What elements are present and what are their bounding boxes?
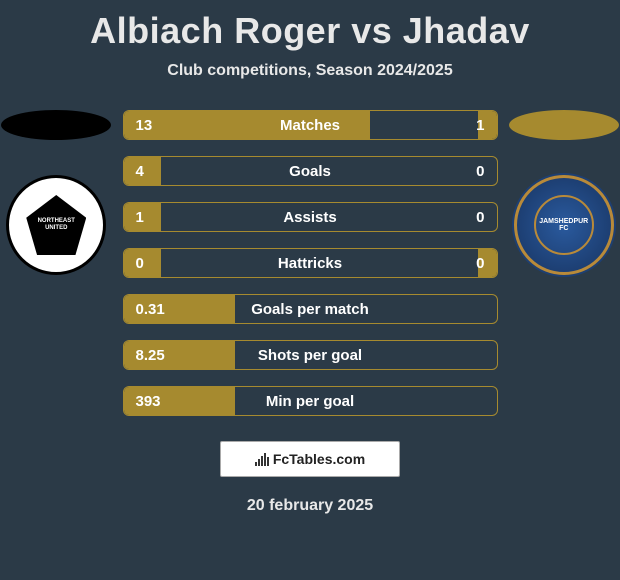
stat-row: 1 Assists 0 xyxy=(123,202,498,232)
stat-label: Goals per match xyxy=(251,301,369,318)
subtitle: Club competitions, Season 2024/2025 xyxy=(0,62,620,80)
right-ellipse-icon xyxy=(509,110,619,140)
stat-row: 393 Min per goal xyxy=(123,386,498,416)
stat-label: Matches xyxy=(280,117,340,134)
stat-row: 0 Hattricks 0 xyxy=(123,248,498,278)
left-team-logo-label: NORTHEAST UNITED xyxy=(26,195,86,255)
right-team-logo-label: JAMSHEDPUR FC xyxy=(534,195,594,255)
stat-value-right: 0 xyxy=(476,163,484,180)
stat-value-right: 1 xyxy=(476,117,484,134)
stat-row: 0.31 Goals per match xyxy=(123,294,498,324)
stat-row: 4 Goals 0 xyxy=(123,156,498,186)
bars-icon xyxy=(255,452,269,466)
stat-value-left: 13 xyxy=(136,117,153,134)
right-team-column: JAMSHEDPUR FC xyxy=(508,110,620,275)
stat-label: Goals xyxy=(289,163,331,180)
page-title: Albiach Roger vs Jhadav xyxy=(0,0,620,52)
stat-label: Shots per goal xyxy=(258,347,362,364)
stat-value-right: 0 xyxy=(476,209,484,226)
stat-value-right: 0 xyxy=(476,255,484,272)
stats-list: 13 Matches 1 4 Goals 0 1 Assists 0 0 Hattricks 0 0.3… xyxy=(123,110,498,416)
stat-label: Hattricks xyxy=(278,255,342,272)
comparison-container: NORTHEAST UNITED 13 Matches 1 4 Goals 0 1 Assis… xyxy=(0,110,620,416)
stat-row: 13 Matches 1 xyxy=(123,110,498,140)
left-team-column: NORTHEAST UNITED xyxy=(0,110,113,275)
stat-value-left: 0.31 xyxy=(136,301,165,318)
left-team-logo: NORTHEAST UNITED xyxy=(6,175,106,275)
stat-value-left: 0 xyxy=(136,255,144,272)
fctables-logo[interactable]: FcTables.com xyxy=(220,441,400,477)
fctables-label: FcTables.com xyxy=(273,451,365,467)
right-team-logo: JAMSHEDPUR FC xyxy=(514,175,614,275)
date-label: 20 february 2025 xyxy=(0,497,620,515)
stat-value-left: 1 xyxy=(136,209,144,226)
stat-value-left: 4 xyxy=(136,163,144,180)
stat-label: Min per goal xyxy=(266,393,354,410)
stat-label: Assists xyxy=(283,209,336,226)
stat-value-left: 393 xyxy=(136,393,161,410)
stat-value-left: 8.25 xyxy=(136,347,165,364)
left-ellipse-icon xyxy=(1,110,111,140)
stat-row: 8.25 Shots per goal xyxy=(123,340,498,370)
